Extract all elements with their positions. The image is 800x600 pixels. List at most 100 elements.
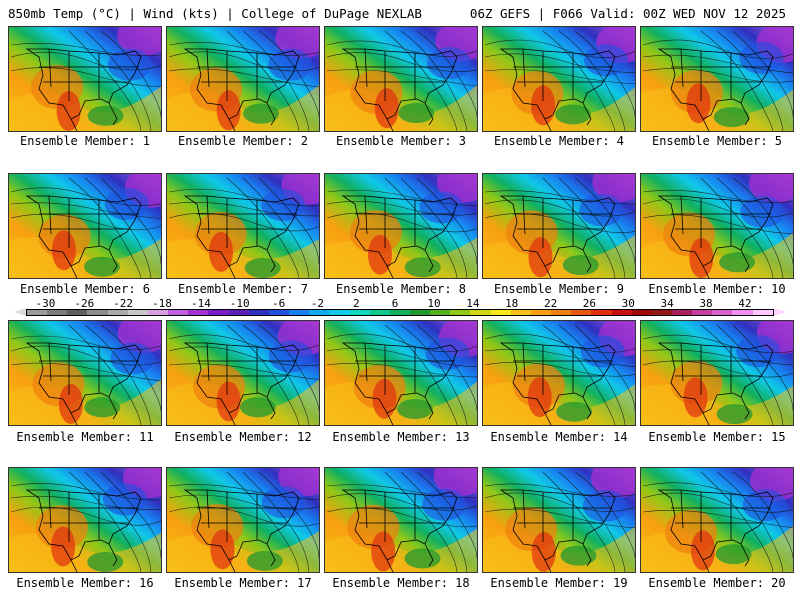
ensemble-member-caption: Ensemble Member: 18 <box>332 576 470 590</box>
colorbar-segment <box>47 310 68 315</box>
colorbar-tick-label: -22 <box>113 297 134 310</box>
model-run-info: 06Z GEFS | F066 Valid: 00Z WED NOV 12 20… <box>469 6 786 21</box>
temperature-wind-map-image <box>325 174 477 278</box>
ensemble-member-caption: Ensemble Member: 7 <box>177 282 309 296</box>
temperature-colorbar: -30 -26 -22 -18 -14 -10 -6 -2 2 6 10 14 18 22 26 30 34 38… <box>14 297 786 321</box>
map-title: 850mb Temp (°C) | Wind (kts) | College o… <box>8 6 422 21</box>
colorbar-segment <box>309 310 330 315</box>
temperature-wind-map-image <box>641 321 793 425</box>
ensemble-member-map <box>482 173 636 279</box>
temperature-wind-map-image <box>167 27 319 131</box>
temperature-wind-map-image <box>167 174 319 278</box>
colorbar-segment <box>147 310 169 315</box>
ensemble-member-map <box>324 320 478 426</box>
temperature-wind-map-image <box>483 468 635 572</box>
temperature-wind-map-image <box>167 468 319 572</box>
ensemble-member-map <box>166 173 320 279</box>
colorbar-tick-label: -30 <box>35 297 56 310</box>
colorbar-segment <box>67 310 88 315</box>
ensemble-member-map <box>324 173 478 279</box>
colorbar-segment <box>470 310 491 315</box>
temperature-wind-map-image <box>641 468 793 572</box>
ensemble-member-map <box>8 173 162 279</box>
temperature-wind-map-image <box>483 27 635 131</box>
temperature-wind-map-image <box>325 468 477 572</box>
colorbar-segment <box>530 310 552 315</box>
colorbar-tick-label: 30 <box>621 297 635 310</box>
colorbar-segment <box>631 310 652 315</box>
temperature-wind-map-image <box>483 321 635 425</box>
colorbar-segment <box>188 310 209 315</box>
colorbar-segment <box>651 310 672 315</box>
colorbar-segment <box>349 310 370 315</box>
colorbar-segment <box>712 310 733 315</box>
colorbar-segment <box>672 310 693 315</box>
ensemble-member-caption: Ensemble Member: 10 <box>648 282 786 296</box>
ensemble-member-map <box>166 26 320 132</box>
colorbar-segment <box>127 310 148 315</box>
colorbar-tick-label: 10 <box>427 297 441 310</box>
colorbar-segment <box>228 310 249 315</box>
ensemble-member-caption: Ensemble Member: 17 <box>174 576 312 590</box>
colorbar-tick-label: 22 <box>543 297 558 310</box>
colorbar-segment <box>692 310 713 315</box>
colorbar-segment <box>389 310 410 315</box>
ensemble-member-map <box>324 26 478 132</box>
ensemble-member-caption: Ensemble Member: 3 <box>335 134 467 148</box>
colorbar-segment <box>87 310 108 315</box>
ensemble-member-map <box>640 173 794 279</box>
colorbar-tick-label: -14 <box>190 297 211 310</box>
colorbar-segment <box>732 310 753 315</box>
colorbar-tick-label: 26 <box>582 297 597 310</box>
ensemble-member-map <box>166 467 320 573</box>
temperature-wind-map-image <box>483 174 635 278</box>
colorbar-segment <box>752 310 773 315</box>
colorbar-segment <box>289 310 310 315</box>
colorbar-tick-label: -18 <box>152 297 172 310</box>
colorbar-segment <box>409 310 431 315</box>
colorbar-tick-label: 34 <box>660 297 674 310</box>
colorbar-segment <box>490 310 511 315</box>
ensemble-member-caption: Ensemble Member: 4 <box>493 134 625 148</box>
ensemble-member-map <box>166 320 320 426</box>
colorbar-strip <box>26 309 774 316</box>
colorbar-segment <box>450 310 471 315</box>
temperature-wind-map-image <box>325 27 477 131</box>
ensemble-member-caption: Ensemble Member: 5 <box>651 134 783 148</box>
temperature-wind-map-image <box>9 321 161 425</box>
ensemble-member-map <box>8 467 162 573</box>
colorbar-segment <box>168 310 189 315</box>
colorbar-segment <box>208 310 229 315</box>
colorbar-segment <box>510 310 531 315</box>
ensemble-member-map <box>482 467 636 573</box>
temperature-wind-map-image <box>9 468 161 572</box>
temperature-wind-map-image <box>167 321 319 425</box>
ensemble-member-map <box>8 320 162 426</box>
colorbar-tick-label: 6 <box>391 297 399 310</box>
ensemble-member-map <box>482 320 636 426</box>
colorbar-tick-label: -6 <box>271 297 286 310</box>
colorbar-tick-label: 18 <box>505 297 519 310</box>
temperature-wind-map-image <box>9 174 161 278</box>
temperature-wind-map-image <box>325 321 477 425</box>
ensemble-member-map <box>640 467 794 573</box>
colorbar-min-arrow <box>14 308 26 316</box>
ensemble-member-caption: Ensemble Member: 20 <box>648 576 786 590</box>
colorbar-tick-label: 2 <box>352 297 360 310</box>
colorbar-max-arrow <box>774 308 786 316</box>
ensemble-member-caption: Ensemble Member: 8 <box>335 282 467 296</box>
colorbar-segment <box>369 310 390 315</box>
colorbar-tick-label: -10 <box>229 297 250 310</box>
colorbar-segment <box>571 310 592 315</box>
colorbar-tick-label: 38 <box>699 297 713 310</box>
ensemble-member-caption: Ensemble Member: 13 <box>332 430 470 444</box>
colorbar-segment <box>329 310 350 315</box>
temperature-wind-map-image <box>641 174 793 278</box>
ensemble-member-caption: Ensemble Member: 9 <box>493 282 625 296</box>
colorbar-tick-label: -26 <box>74 297 95 310</box>
colorbar-tick-label: 14 <box>466 297 480 310</box>
ensemble-member-caption: Ensemble Member: 15 <box>648 430 786 444</box>
ensemble-member-map <box>482 26 636 132</box>
colorbar-tick-label: -2 <box>310 297 325 310</box>
ensemble-member-map <box>640 26 794 132</box>
